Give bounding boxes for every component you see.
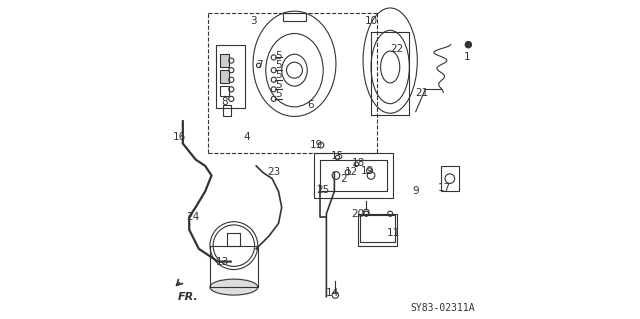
Text: 20: 20 — [352, 209, 365, 219]
Bar — [220, 70, 229, 83]
Text: 2: 2 — [340, 174, 348, 184]
Text: 15: 15 — [331, 151, 344, 161]
Text: 7: 7 — [256, 60, 262, 70]
Bar — [358, 214, 397, 246]
Text: 10: 10 — [364, 16, 378, 26]
Text: 21: 21 — [415, 87, 429, 98]
Text: 23: 23 — [267, 167, 280, 177]
Text: 24: 24 — [186, 212, 199, 222]
Text: 5: 5 — [275, 89, 282, 99]
Circle shape — [465, 41, 472, 48]
Text: 18: 18 — [351, 158, 365, 168]
Text: 25: 25 — [317, 185, 330, 195]
Text: 4: 4 — [243, 132, 250, 142]
Text: 3: 3 — [250, 16, 257, 26]
Text: 12: 12 — [345, 167, 358, 177]
Text: 13: 13 — [216, 256, 229, 267]
Bar — [223, 105, 230, 116]
Text: 19: 19 — [310, 140, 323, 150]
Text: 5: 5 — [275, 60, 282, 70]
Text: 8: 8 — [221, 97, 228, 107]
Bar — [284, 13, 306, 21]
Text: 9: 9 — [412, 186, 419, 197]
Text: 19: 19 — [361, 166, 374, 176]
Bar — [441, 166, 459, 191]
Text: SY83-02311A: SY83-02311A — [410, 303, 475, 313]
Text: 6: 6 — [307, 100, 314, 110]
Bar — [216, 45, 245, 108]
Bar — [220, 54, 229, 67]
Text: 17: 17 — [438, 183, 451, 193]
Text: 5: 5 — [275, 51, 282, 61]
Text: 22: 22 — [390, 44, 403, 55]
Ellipse shape — [210, 279, 258, 295]
Text: 1: 1 — [463, 52, 470, 63]
Text: 5: 5 — [275, 70, 282, 80]
Bar — [220, 86, 229, 96]
Bar — [360, 215, 395, 242]
Bar — [227, 233, 240, 246]
Text: 5: 5 — [275, 79, 282, 90]
Text: 16: 16 — [173, 132, 186, 142]
Text: 11: 11 — [387, 228, 400, 238]
Text: FR.: FR. — [178, 292, 199, 302]
Text: 14: 14 — [326, 288, 339, 299]
